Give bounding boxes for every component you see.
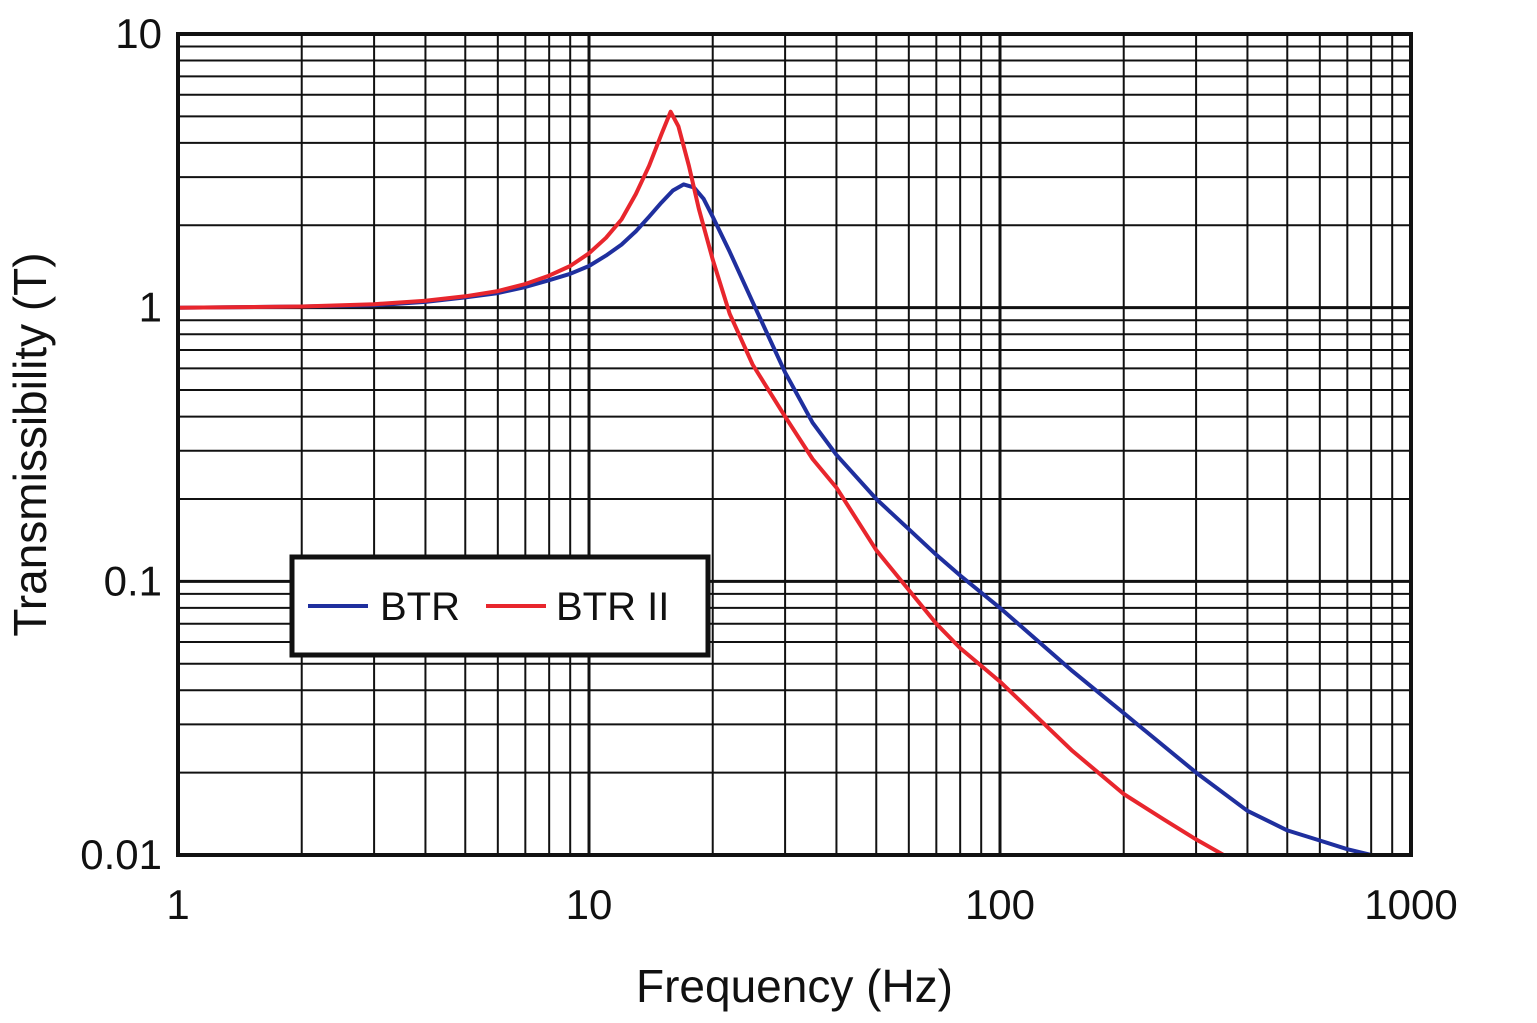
series-line-btr [176, 182, 1374, 857]
legend-label-btr: BTR [380, 585, 460, 629]
x-tick-label: 1 [166, 881, 189, 928]
legend: BTR BTR II [289, 554, 711, 658]
y-tick-label: 0.1 [104, 557, 162, 604]
plot-frame [176, 32, 1413, 857]
y-tick-label: 10 [115, 10, 162, 57]
series-layer [176, 109, 1374, 857]
legend-label-btr-ii: BTR II [556, 585, 669, 629]
y-tick-labels: 0.01 0.1 1 10 [80, 10, 162, 878]
series-line-btr-ii [176, 109, 1226, 857]
x-tick-labels: 1 10 100 1000 [166, 881, 1457, 928]
minor-gridlines [178, 34, 1411, 855]
y-tick-label: 1 [139, 284, 162, 331]
x-axis-title: Frequency (Hz) [636, 960, 953, 1012]
x-tick-label: 10 [566, 881, 613, 928]
y-axis-title: Transmissibility (T) [4, 252, 56, 636]
x-tick-label: 100 [965, 881, 1035, 928]
x-tick-label: 1000 [1364, 881, 1457, 928]
y-tick-label: 0.01 [80, 831, 162, 878]
